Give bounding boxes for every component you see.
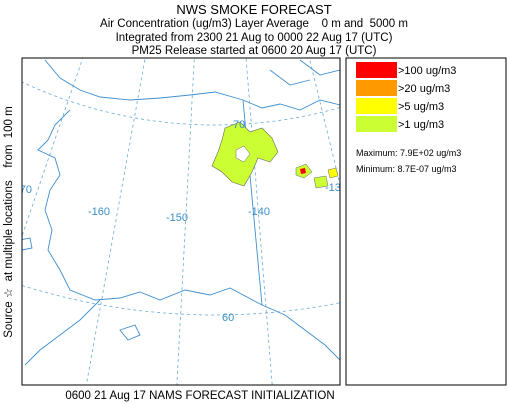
title: NWS SMOKE FORECAST [176,2,331,17]
map-label: -170 [10,184,32,196]
longitude-line [85,58,146,385]
legend-swatch [356,98,397,114]
legend: >100 ug/m3 >20 ug/m3 >5 ug/m3 >1 ug/m3 [356,62,456,132]
smoke-plume [313,175,329,189]
header-line: PM25 Release started at 0600 20 Aug 17 (… [132,45,377,57]
legend-min: Minimum: 8.7E-07 ug/m3 [356,164,457,174]
legend-max: Maximum: 7.9E+02 ug/m3 [356,148,461,158]
map-frame [21,57,341,386]
source-label: Source ☆ at multiple locations from 100 … [3,106,15,337]
footer: 0600 21 Aug 17 NAMS FORECAST INITIALIZAT… [65,390,334,402]
map-label: 70 [233,119,245,131]
legend-frame [345,57,507,386]
legend-label: >1 ug/m3 [398,119,444,131]
legend-label: >100 ug/m3 [398,65,456,77]
smoke-core [300,168,306,174]
island [22,237,141,341]
map-label: -160 [88,206,110,218]
latitude-line [22,81,340,126]
map-label: -140 [248,206,270,218]
map-label: -130 [325,182,347,194]
longitude-line [245,58,273,385]
legend-label: >20 ug/m3 [398,83,450,95]
header-line: Integrated from 2300 21 Aug to 0000 22 A… [116,32,393,44]
legend-swatch [356,80,397,96]
header-line: Air Concentration (ug/m3) Layer Average … [100,18,408,30]
legend-swatch [356,116,397,132]
smoke-gap [235,145,251,163]
map-label: -150 [166,212,188,224]
smoke-plume [327,167,339,179]
longitude-line [176,58,195,385]
map-label: 60 [222,312,234,324]
coastline [24,59,340,366]
legend-swatch [356,62,397,78]
legend-label: >5 ug/m3 [398,101,444,113]
